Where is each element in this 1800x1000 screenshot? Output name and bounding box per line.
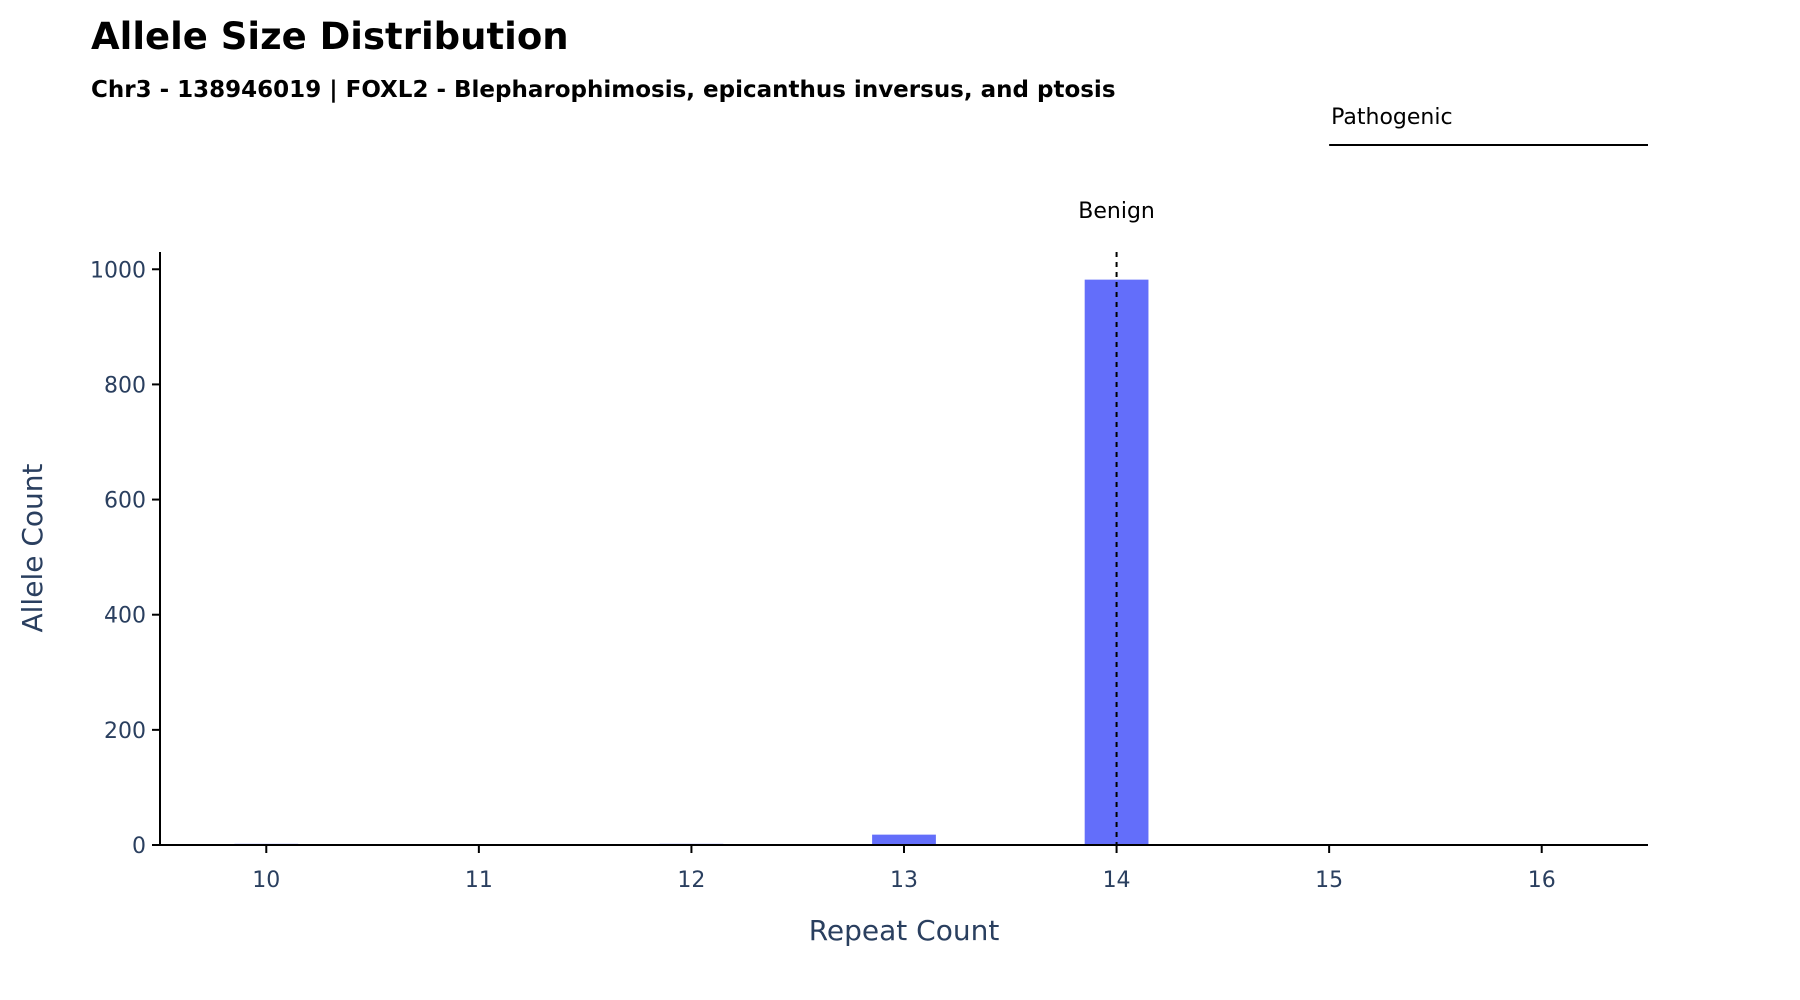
y-ticks-group: 0 200 400 600 800 1000 xyxy=(90,258,160,859)
chart-title: Allele Size Distribution xyxy=(91,15,569,58)
y-tick-label-400: 400 xyxy=(104,604,146,629)
bars-group xyxy=(234,279,1149,845)
x-tick-label-14: 14 xyxy=(1103,868,1131,893)
pathogenic-label: Pathogenic xyxy=(1331,105,1452,130)
x-ticks-group: 10 11 12 13 14 15 16 xyxy=(252,845,1556,893)
x-tick-label-13: 13 xyxy=(890,868,918,893)
chart-subtitle: Chr3 - 138946019 | FOXL2 - Blepharophimo… xyxy=(91,77,1116,103)
y-axis-title: Allele Count xyxy=(16,463,49,632)
x-axis-title: Repeat Count xyxy=(809,914,1000,947)
y-tick-label-200: 200 xyxy=(104,719,146,744)
x-tick-label-10: 10 xyxy=(252,868,280,893)
y-tick-label-1000: 1000 xyxy=(90,258,146,283)
y-tick-label-0: 0 xyxy=(132,834,146,859)
x-tick-label-12: 12 xyxy=(677,868,705,893)
x-tick-label-15: 15 xyxy=(1315,868,1343,893)
benign-label: Benign xyxy=(1078,199,1155,224)
y-tick-label-600: 600 xyxy=(104,489,146,514)
x-tick-label-11: 11 xyxy=(465,868,493,893)
y-tick-label-800: 800 xyxy=(104,373,146,398)
x-tick-label-16: 16 xyxy=(1528,868,1556,893)
bar-13 xyxy=(872,834,936,845)
